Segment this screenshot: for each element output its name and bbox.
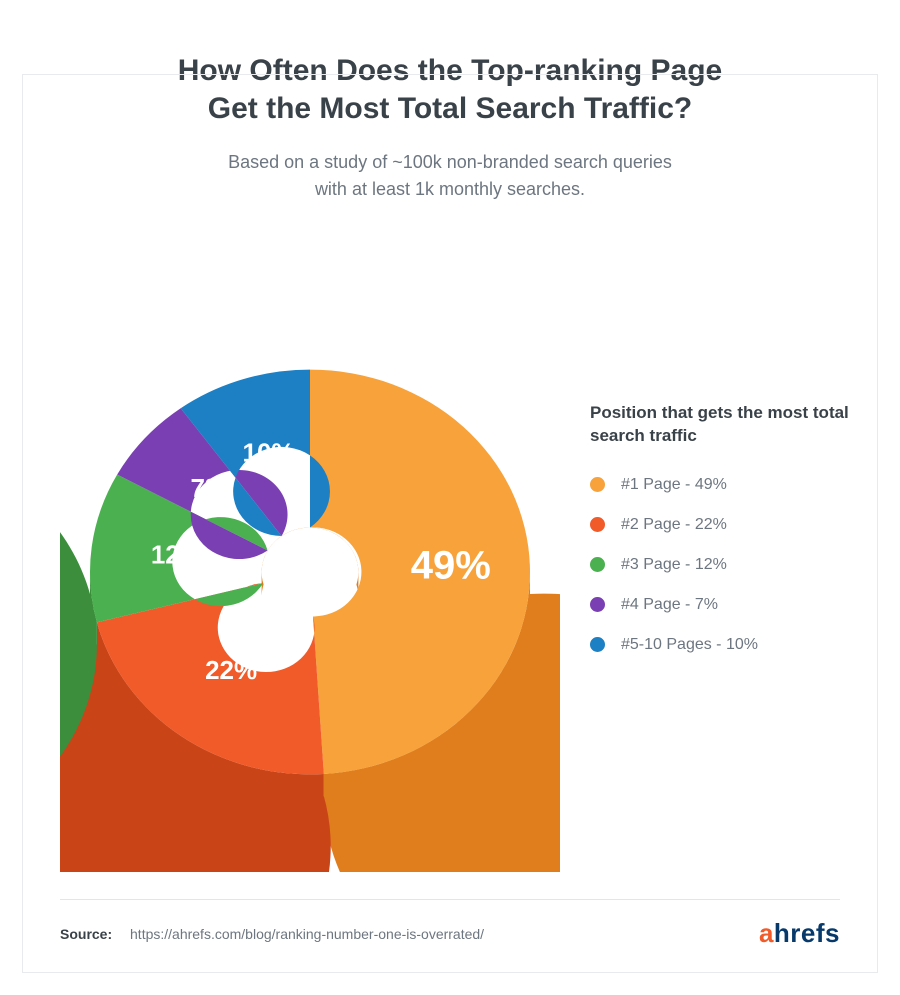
legend-item-p1: #1 Page - 49% xyxy=(590,476,850,494)
legend-label-p4: #4 Page - 7% xyxy=(621,596,718,614)
source-label: Source: xyxy=(60,926,112,942)
legend-swatch-p3 xyxy=(590,557,605,572)
donut-hole xyxy=(262,527,359,616)
donut-chart: 49% 22% 12% 7% 10% xyxy=(60,312,560,872)
slice-label-p510: 10% xyxy=(243,437,295,467)
chart-legend: Position that gets the most total search… xyxy=(590,402,850,676)
slice-label-p4: 7% xyxy=(191,473,229,503)
brand-letter-a: a xyxy=(759,918,774,948)
legend-label-p510: #5-10 Pages - 10% xyxy=(621,636,758,654)
legend-swatch-p2 xyxy=(590,517,605,532)
legend-swatch-p1 xyxy=(590,477,605,492)
slice-label-p2: 22% xyxy=(205,655,257,685)
legend-item-p3: #3 Page - 12% xyxy=(590,556,850,574)
legend-item-p510: #5-10 Pages - 10% xyxy=(590,636,850,654)
brand-letters-rest: hrefs xyxy=(774,918,840,948)
source-line: Source: https://ahrefs.com/blog/ranking-… xyxy=(60,926,484,942)
slice-label-p1: 49% xyxy=(411,543,491,587)
source-url: https://ahrefs.com/blog/ranking-number-o… xyxy=(130,926,484,942)
chart-footer: Source: https://ahrefs.com/blog/ranking-… xyxy=(60,899,840,949)
legend-item-p4: #4 Page - 7% xyxy=(590,596,850,614)
legend-label-p1: #1 Page - 49% xyxy=(621,476,727,494)
legend-label-p2: #2 Page - 22% xyxy=(621,516,727,534)
legend-swatch-p510 xyxy=(590,637,605,652)
legend-item-p2: #2 Page - 22% xyxy=(590,516,850,534)
legend-title: Position that gets the most total search… xyxy=(590,402,850,448)
brand-logo: ahrefs xyxy=(759,918,840,949)
legend-swatch-p4 xyxy=(590,597,605,612)
slice-label-p3: 12% xyxy=(151,539,203,569)
legend-label-p3: #3 Page - 12% xyxy=(621,556,727,574)
